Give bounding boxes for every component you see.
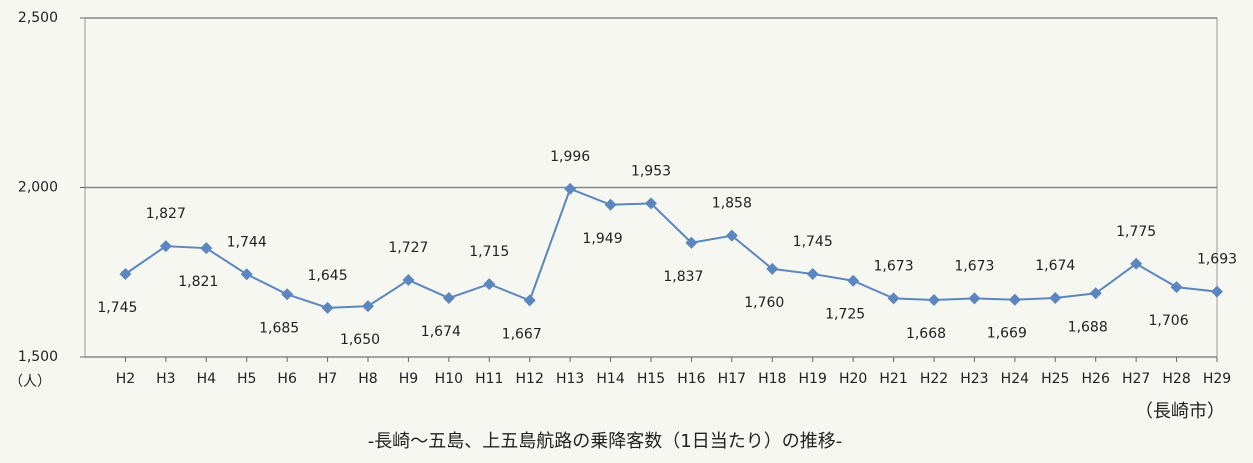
- x-tick-label: H19: [799, 371, 827, 387]
- point-marker: [1089, 287, 1102, 300]
- y-unit: （人）: [9, 374, 51, 390]
- point-marker: [1130, 257, 1143, 270]
- data-label: 1,996: [550, 149, 590, 165]
- x-tick-label: H18: [758, 371, 786, 387]
- x-tick-label: H15: [637, 371, 665, 387]
- data-label: 1,745: [97, 300, 137, 316]
- point-marker: [240, 268, 253, 281]
- point-marker: [604, 198, 617, 211]
- data-label: 1,706: [1149, 313, 1189, 329]
- x-tick-label: H27: [1122, 371, 1150, 387]
- point-marker: [928, 294, 940, 307]
- data-label: 1,685: [259, 320, 299, 336]
- y-tick-label: 2,000: [18, 180, 58, 196]
- point-marker: [321, 301, 334, 314]
- series-line: [124, 187, 1218, 309]
- data-label: 1,725: [825, 307, 865, 323]
- data-label: 1,688: [1068, 319, 1108, 335]
- data-label: 1,673: [954, 258, 994, 274]
- point-marker: [523, 294, 536, 307]
- data-label: 1,668: [906, 326, 946, 342]
- point-marker: [806, 267, 819, 280]
- data-label: 1,667: [502, 326, 542, 342]
- x-tick-label: H4: [197, 371, 217, 387]
- point-marker: [968, 292, 981, 305]
- data-label: 1,953: [631, 163, 671, 179]
- x-tick-label: H29: [1203, 371, 1231, 387]
- x-tick-label: H17: [718, 371, 746, 387]
- data-label: 1,745: [793, 234, 833, 250]
- data-label: 1,693: [1197, 252, 1237, 268]
- x-tick-label: H23: [960, 371, 988, 387]
- data-label: 1,673: [874, 258, 914, 274]
- point-marker: [1170, 281, 1183, 294]
- source: （長崎市）: [1135, 401, 1225, 422]
- point-marker: [564, 182, 577, 195]
- data-label: 1,669: [987, 326, 1027, 342]
- data-label: 1,821: [178, 274, 218, 290]
- point-marker: [362, 300, 374, 313]
- x-tick-label: H3: [156, 371, 175, 387]
- x-tick-label: H8: [358, 371, 377, 387]
- data-label: 1,744: [227, 234, 267, 250]
- point-marker: [766, 262, 779, 275]
- point-marker: [483, 278, 496, 291]
- x-tick-label: H6: [277, 371, 297, 387]
- x-tick-label: H10: [435, 371, 463, 387]
- point-marker: [847, 274, 860, 287]
- x-tick-label: H2: [116, 371, 135, 387]
- x-tick-label: H28: [1162, 371, 1190, 387]
- point-marker: [281, 288, 294, 301]
- point-marker: [200, 242, 213, 255]
- data-label: 1,674: [421, 324, 461, 340]
- x-tick-label: H25: [1041, 371, 1069, 387]
- x-tick-label: H14: [596, 371, 624, 387]
- point-marker: [685, 236, 698, 249]
- y-tick-label: 1,500: [18, 349, 58, 365]
- data-label: 1,760: [744, 295, 784, 311]
- data-label: 1,715: [469, 244, 509, 260]
- data-label: 1,837: [663, 269, 703, 285]
- point-marker: [1211, 285, 1223, 298]
- data-label: 1,650: [340, 332, 380, 348]
- x-tick-label: H5: [237, 371, 256, 387]
- data-label: 1,727: [388, 240, 428, 256]
- x-tick-label: H7: [318, 371, 337, 387]
- point-marker: [1008, 293, 1021, 306]
- x-tick-label: H24: [1001, 371, 1029, 387]
- data-label: 1,858: [712, 196, 752, 212]
- x-tick-label: H21: [879, 371, 907, 387]
- data-label: 1,949: [583, 231, 623, 247]
- point-marker: [442, 292, 455, 305]
- x-tick-label: H26: [1082, 371, 1110, 387]
- point-marker: [402, 274, 415, 287]
- y-tick-label: 2,500: [18, 10, 58, 26]
- point-marker: [1049, 292, 1062, 305]
- point-marker: [887, 292, 900, 305]
- x-tick-label: H22: [920, 371, 948, 387]
- x-tick-label: H13: [556, 371, 584, 387]
- x-tick-label: H9: [399, 371, 418, 387]
- x-tick-label: H20: [839, 371, 867, 387]
- point-marker: [159, 240, 172, 253]
- data-label: 1,674: [1035, 258, 1075, 274]
- data-label: 1,827: [146, 206, 186, 222]
- data-label: 1,775: [1116, 224, 1156, 240]
- x-tick-label: H16: [677, 371, 705, 387]
- x-tick-label: H12: [516, 371, 544, 387]
- caption: -長崎～五島、上五島航路の乗降客数（1日当たり）の推移-: [368, 431, 842, 452]
- x-tick-label: H11: [475, 371, 503, 387]
- data-label: 1,645: [308, 268, 348, 284]
- point-marker: [119, 267, 132, 280]
- point-marker: [725, 229, 738, 242]
- point-marker: [645, 197, 657, 210]
